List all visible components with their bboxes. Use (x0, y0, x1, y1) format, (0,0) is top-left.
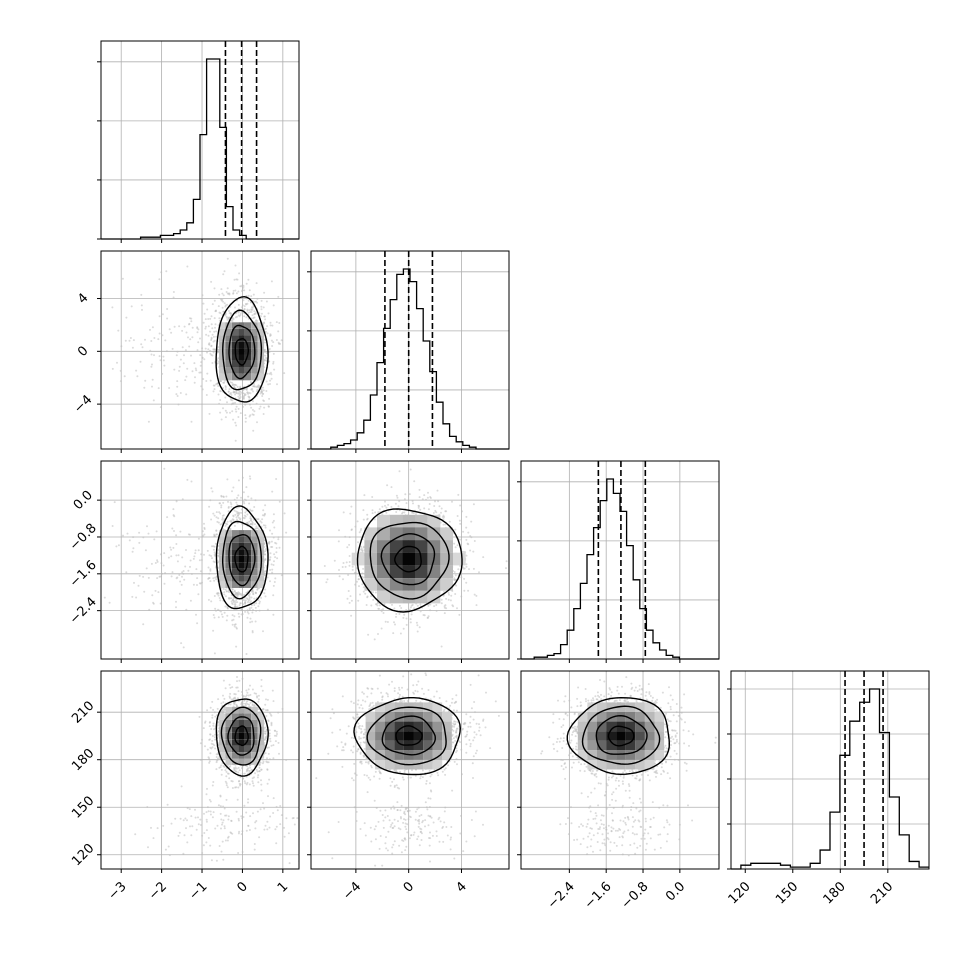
axes-frame (730, 670, 930, 870)
axes-frame (100, 250, 300, 450)
contour-line (228, 533, 256, 587)
x-tick-label: 4 (454, 879, 470, 895)
y-tick-label: 210 (69, 698, 97, 726)
contour-line (353, 697, 462, 776)
axes-frame (310, 460, 510, 660)
axes-frame (100, 460, 300, 660)
y-tick-label: 0.0 (71, 488, 96, 513)
contour-line (220, 706, 262, 766)
x-tick-label: −0.8 (619, 879, 652, 912)
contour-line (215, 505, 269, 610)
y-tick-label: −2.4 (67, 595, 100, 628)
panel-content (315, 672, 500, 867)
contour-line (227, 716, 255, 756)
x-tick-label: 0 (401, 879, 417, 895)
contour-line (234, 338, 249, 366)
histogram-p1 (307, 250, 510, 453)
density-cells (365, 702, 452, 770)
contour-line (607, 725, 635, 747)
x-tick-label: −1 (186, 879, 210, 903)
contour-line (215, 295, 269, 403)
contour-line (228, 324, 256, 380)
x-tick-label: 150 (773, 879, 801, 907)
y-tick-label: −1.6 (67, 558, 100, 591)
histogram-p0 (97, 40, 300, 243)
y-tick-label: −4 (71, 392, 95, 416)
axes-frame (520, 460, 720, 660)
y-tick-label: 150 (69, 793, 97, 821)
density-cells (219, 706, 265, 765)
x-tick-label: −2 (146, 879, 170, 903)
x-tick-label: 210 (868, 879, 896, 907)
panel-content (111, 257, 286, 442)
panel-p0-p1 (97, 250, 300, 453)
contour-line (222, 520, 263, 600)
y-tick-label: 120 (69, 841, 97, 869)
histogram-p2 (517, 460, 720, 663)
x-tick-label: 0.0 (663, 879, 688, 904)
contour-line (595, 714, 648, 755)
histogram-step (311, 268, 509, 450)
axes-frame (520, 670, 720, 870)
contour-line (356, 508, 463, 613)
y-tick-label: −0.8 (67, 521, 100, 554)
x-tick-label: −3 (106, 879, 130, 903)
contour-line (215, 698, 269, 777)
contour-line (394, 545, 422, 573)
x-tick-label: −4 (340, 879, 364, 903)
contour-line (395, 725, 423, 746)
contour-line (581, 705, 661, 765)
scatter-points (134, 676, 299, 865)
histogram-p3 (727, 670, 930, 873)
panel-content (540, 676, 717, 869)
axes-frame (310, 250, 510, 450)
x-tick-label: 1 (275, 879, 291, 895)
histogram-step (521, 478, 719, 660)
panel-p0-p3 (97, 670, 300, 873)
panel-p1-p3 (307, 670, 510, 873)
contour-line (234, 545, 249, 573)
contour-line (366, 706, 447, 766)
panel-content (134, 676, 299, 865)
panel-content (323, 468, 508, 648)
contour-line (234, 725, 249, 747)
density-cells (577, 702, 665, 770)
y-tick-label: 4 (75, 291, 91, 307)
x-tick-label: 0 (234, 879, 250, 895)
x-tick-label: 120 (726, 879, 754, 907)
x-tick-label: 180 (821, 879, 849, 907)
x-tick-label: −2.4 (545, 879, 578, 912)
contour-line (369, 521, 450, 600)
contour-line (380, 533, 436, 586)
contour-line (221, 309, 263, 391)
panel-p2-p3 (517, 670, 720, 873)
histogram-step (731, 688, 929, 870)
y-tick-label: 0 (75, 343, 91, 359)
contour-line (381, 715, 437, 756)
panel-p1-p2 (307, 460, 510, 663)
histogram-step (101, 58, 299, 240)
y-tick-label: 180 (69, 746, 97, 774)
axes-frame (100, 670, 300, 870)
x-tick-label: −1.6 (582, 879, 615, 912)
panel-content (103, 467, 299, 655)
axes-frame (100, 40, 300, 240)
panel-p0-p2 (97, 460, 300, 663)
contour-line (566, 696, 671, 776)
axes-frame (310, 670, 510, 870)
